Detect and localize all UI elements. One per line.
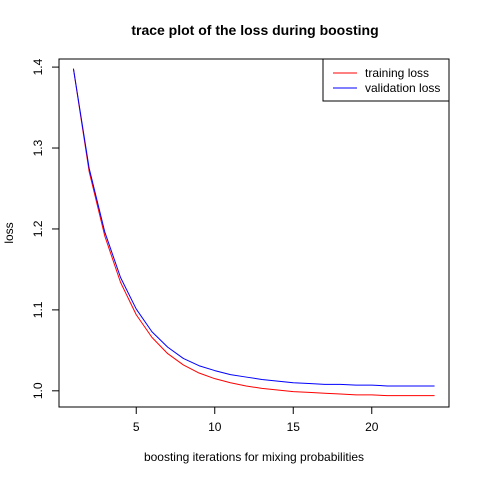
y-tick-label-1-3: 1.3 [31, 139, 45, 156]
y-tick-label-1-2: 1.2 [31, 220, 45, 237]
x-tick-label-10: 10 [208, 420, 222, 434]
legend: training loss validation loss [322, 58, 450, 102]
y-axis-label: loss [2, 222, 16, 243]
chart-title: trace plot of the loss during boosting [131, 22, 378, 38]
legend-box [322, 58, 450, 102]
plot-frame [58, 58, 450, 408]
y-tick-label-1: 1.0 [31, 382, 45, 399]
x-axis-label: boosting iterations for mixing probabili… [144, 450, 364, 464]
series-line-training-loss [72, 68, 435, 397]
legend-label-validation-loss: validation loss [365, 81, 440, 95]
y-tick-label-1-4: 1.4 [31, 58, 45, 75]
y-axis: 1.0 1.1 1.2 1.3 1.4 [31, 58, 59, 399]
x-tick-label-20: 20 [365, 420, 379, 434]
y-tick-label-1-1: 1.1 [31, 301, 45, 318]
legend-label-training-loss: training loss [365, 66, 429, 80]
series-line-validation-loss [72, 68, 435, 387]
x-tick-label-15: 15 [287, 420, 301, 434]
x-tick-label-5: 5 [133, 420, 140, 434]
x-axis: 5 10 15 20 [133, 407, 379, 434]
series-layer [72, 68, 435, 397]
